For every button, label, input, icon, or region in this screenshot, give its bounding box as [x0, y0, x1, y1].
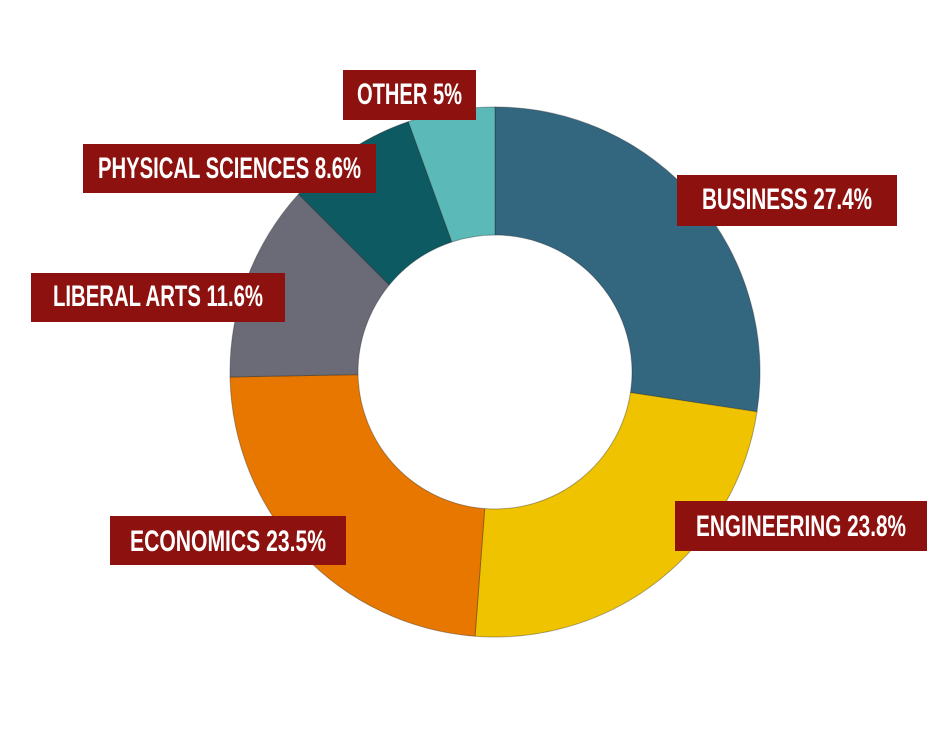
svg-text:LIBERAL ARTS 11.6%: LIBERAL ARTS 11.6% — [53, 280, 263, 313]
svg-text:ENGINEERING 23.8%: ENGINEERING 23.8% — [696, 510, 906, 543]
svg-text:PHYSICAL SCIENCES 8.6%: PHYSICAL SCIENCES 8.6% — [98, 152, 361, 185]
svg-text:BUSINESS 27.4%: BUSINESS 27.4% — [702, 183, 872, 216]
svg-text:OTHER 5%: OTHER 5% — [357, 78, 462, 111]
svg-text:ECONOMICS 23.5%: ECONOMICS 23.5% — [130, 525, 326, 558]
